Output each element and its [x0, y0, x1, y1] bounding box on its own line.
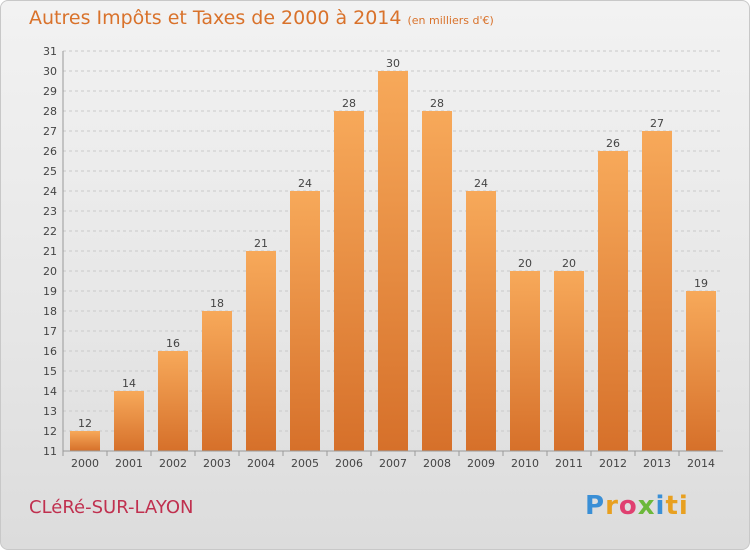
bar: [466, 191, 496, 451]
y-tick-label: 28: [43, 105, 57, 118]
logo-letter: P: [585, 491, 606, 521]
bar: [378, 71, 408, 451]
logo-letter: r: [605, 491, 619, 521]
x-tick-label: 2006: [335, 457, 363, 470]
bar: [422, 111, 452, 451]
y-tick-label: 16: [43, 345, 57, 358]
bar-value-label: 16: [166, 337, 180, 350]
x-tick-label: 2009: [467, 457, 495, 470]
bar: [158, 351, 188, 451]
x-tick-label: 2004: [247, 457, 275, 470]
bar-value-label: 28: [342, 97, 356, 110]
bar: [554, 271, 584, 451]
bar: [114, 391, 144, 451]
y-tick-label: 25: [43, 165, 57, 178]
bar: [598, 151, 628, 451]
x-tick-label: 2010: [511, 457, 539, 470]
y-tick-label: 20: [43, 265, 57, 278]
x-tick-label: 2003: [203, 457, 231, 470]
logo-letter: i: [655, 491, 666, 521]
y-tick-label: 11: [43, 445, 57, 458]
y-tick-label: 15: [43, 365, 57, 378]
commune-name: CLéRé-SUR-LAYON: [29, 497, 194, 518]
bar-value-label: 24: [298, 177, 312, 190]
chart-title-text: Autres Impôts et Taxes de 2000 à 2014: [29, 7, 402, 29]
bar-value-label: 24: [474, 177, 488, 190]
x-tick-label: 2007: [379, 457, 407, 470]
x-tick-label: 2013: [643, 457, 671, 470]
x-tick-label: 2014: [687, 457, 715, 470]
bars: 12 14 16 18 21 24 28 30 28 24 20 20 26 27 19: [70, 57, 716, 451]
x-tick-label: 2005: [291, 457, 319, 470]
y-tick-label: 12: [43, 425, 57, 438]
bar: [70, 431, 100, 451]
y-tick-label: 30: [43, 65, 57, 78]
y-tick-label: 21: [43, 245, 57, 258]
y-tick-label: 23: [43, 205, 57, 218]
chart-title: Autres Impôts et Taxes de 2000 à 2014 (en…: [29, 7, 494, 29]
y-tick-label: 24: [43, 185, 57, 198]
y-axis: 11 12 13 14 15 16 17 18 19 20 21 22 23 24 25 26 27 28 29 30…: [43, 45, 64, 458]
bar-value-label: 21: [254, 237, 268, 250]
logo-letter: ti: [665, 491, 689, 521]
bar-value-label: 20: [518, 257, 532, 270]
bar-value-label: 12: [78, 417, 92, 430]
bar-value-label: 20: [562, 257, 576, 270]
x-axis: 2000 2001 2002 2003 2004 2005 2006 2007 2008 2009…: [62, 450, 723, 470]
y-tick-label: 22: [43, 225, 57, 238]
bar-value-label: 18: [210, 297, 224, 310]
y-tick-label: 14: [43, 385, 57, 398]
bar-value-label: 14: [122, 377, 136, 390]
bar-value-label: 28: [430, 97, 444, 110]
x-tick-label: 2001: [115, 457, 143, 470]
bar: [642, 131, 672, 451]
proxiti-logo: Proxiti: [585, 491, 689, 521]
bar-value-label: 26: [606, 137, 620, 150]
y-tick-label: 19: [43, 285, 57, 298]
x-tick-label: 2008: [423, 457, 451, 470]
bar: [334, 111, 364, 451]
y-tick-label: 17: [43, 325, 57, 338]
logo-letter: x: [637, 491, 656, 521]
x-tick-label: 2002: [159, 457, 187, 470]
y-tick-label: 27: [43, 125, 57, 138]
bar-value-label: 27: [650, 117, 664, 130]
x-tick-label: 2000: [71, 457, 99, 470]
y-tick-label: 18: [43, 305, 57, 318]
y-tick-label: 31: [43, 45, 57, 58]
bar: [686, 291, 716, 451]
chart-unit: (en milliers d'€): [407, 14, 494, 27]
bar: [202, 311, 232, 451]
logo-letter: o: [618, 491, 638, 521]
bar-value-label: 19: [694, 277, 708, 290]
x-tick-label: 2011: [555, 457, 583, 470]
bar: [510, 271, 540, 451]
bar-value-label: 30: [386, 57, 400, 70]
y-tick-label: 13: [43, 405, 57, 418]
bar-chart: 11 12 13 14 15 16 17 18 19 20 21 22 23 24 25 26 27 28 29 30…: [43, 45, 723, 470]
y-tick-label: 29: [43, 85, 57, 98]
y-tick-label: 26: [43, 145, 57, 158]
bar: [246, 251, 276, 451]
x-tick-label: 2012: [599, 457, 627, 470]
bar: [290, 191, 320, 451]
